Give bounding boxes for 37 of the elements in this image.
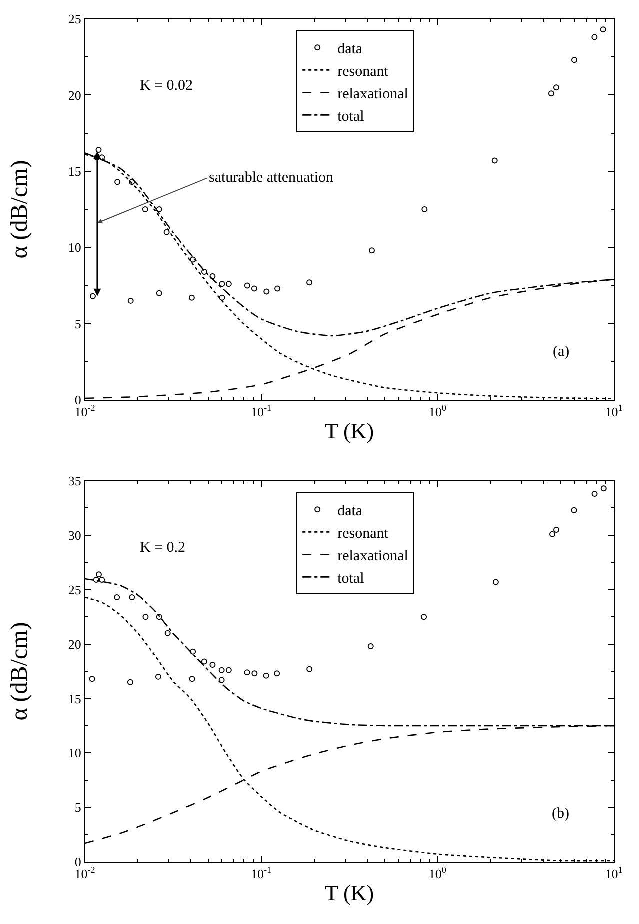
y-tick-label: 30 — [68, 528, 82, 543]
y-axis-title: α (dB/cm) — [7, 622, 33, 721]
annotation: (a) — [553, 344, 570, 360]
y-tick-label: 5 — [74, 316, 82, 332]
annotation: (b) — [552, 806, 570, 822]
y-tick-label: 10 — [68, 746, 82, 761]
legend-label: total — [338, 571, 364, 588]
x-axis-title: T (K) — [324, 418, 374, 444]
y-tick-label: 0 — [74, 854, 82, 870]
y-tick-label: 10 — [68, 240, 82, 256]
y-tick-label: 35 — [68, 474, 82, 489]
legend-label: relaxational — [338, 86, 408, 103]
legend-label: resonant — [338, 64, 390, 80]
y-tick-label: 15 — [68, 164, 82, 179]
annotation: saturable attenuation — [209, 170, 334, 186]
x-tick-label: 10$^{1}$ — [605, 865, 623, 882]
y-tick-label: 5 — [74, 800, 82, 816]
annotation: K = 0.02 — [140, 78, 194, 94]
y-axis-title: α (dB/cm) — [7, 160, 33, 259]
x-tick-label: 10$^{0}$ — [428, 865, 447, 882]
y-tick-label: 0 — [74, 392, 82, 408]
y-tick-label: 20 — [68, 88, 82, 103]
legend-label: data — [338, 42, 363, 58]
annotation: K = 0.2 — [140, 540, 186, 556]
y-tick-label: 25 — [68, 582, 82, 598]
x-axis-title: T (K) — [324, 880, 374, 906]
x-tick-label: 10$^{1}$ — [605, 403, 623, 420]
legend-label: total — [338, 109, 364, 126]
y-tick-label: 25 — [68, 12, 82, 27]
x-tick-label: 10$^{-1}$ — [251, 865, 272, 882]
legend-label: resonant — [338, 526, 390, 542]
x-tick-label: 10$^{-1}$ — [251, 403, 272, 420]
y-tick-label: 15 — [68, 691, 82, 706]
legend-label: data — [338, 504, 363, 520]
x-tick-label: 10$^{0}$ — [428, 403, 447, 420]
y-tick-label: 20 — [68, 636, 82, 652]
legend-label: relaxational — [338, 548, 408, 565]
